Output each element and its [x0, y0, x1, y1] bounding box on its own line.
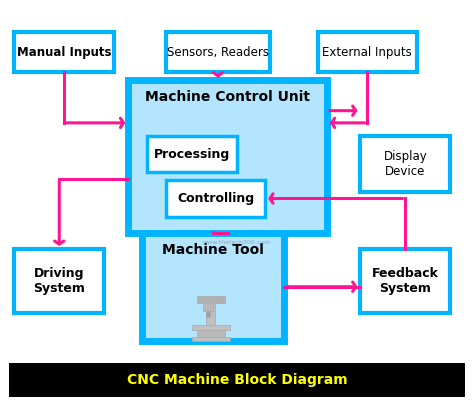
- FancyBboxPatch shape: [197, 296, 225, 303]
- FancyBboxPatch shape: [192, 337, 230, 341]
- FancyBboxPatch shape: [206, 311, 210, 317]
- FancyBboxPatch shape: [147, 136, 237, 172]
- FancyBboxPatch shape: [360, 136, 450, 192]
- FancyBboxPatch shape: [197, 330, 225, 339]
- FancyBboxPatch shape: [206, 301, 215, 327]
- Text: Manual Inputs: Manual Inputs: [17, 46, 111, 59]
- FancyBboxPatch shape: [318, 32, 417, 72]
- FancyBboxPatch shape: [14, 249, 104, 313]
- FancyBboxPatch shape: [192, 325, 230, 330]
- Text: Controlling: Controlling: [177, 192, 254, 205]
- Text: Sensors, Readers: Sensors, Readers: [167, 46, 269, 59]
- Text: Processing: Processing: [154, 148, 230, 161]
- Text: Display
Device: Display Device: [383, 150, 427, 178]
- FancyBboxPatch shape: [9, 363, 465, 397]
- Text: Driving
System: Driving System: [33, 267, 85, 295]
- Text: Machine Tool: Machine Tool: [163, 243, 264, 257]
- FancyBboxPatch shape: [14, 32, 114, 72]
- Text: CNC Machine Block Diagram: CNC Machine Block Diagram: [127, 373, 347, 387]
- Text: Feedback
System: Feedback System: [372, 267, 439, 295]
- FancyBboxPatch shape: [142, 233, 284, 341]
- FancyBboxPatch shape: [203, 302, 213, 311]
- FancyBboxPatch shape: [166, 32, 270, 72]
- Text: External Inputs: External Inputs: [322, 46, 412, 59]
- FancyBboxPatch shape: [166, 180, 265, 217]
- Text: www.thetech200.com: www.thetech200.com: [203, 240, 271, 245]
- FancyBboxPatch shape: [360, 249, 450, 313]
- Text: Machine Control Unit: Machine Control Unit: [145, 90, 310, 104]
- FancyBboxPatch shape: [128, 80, 327, 233]
